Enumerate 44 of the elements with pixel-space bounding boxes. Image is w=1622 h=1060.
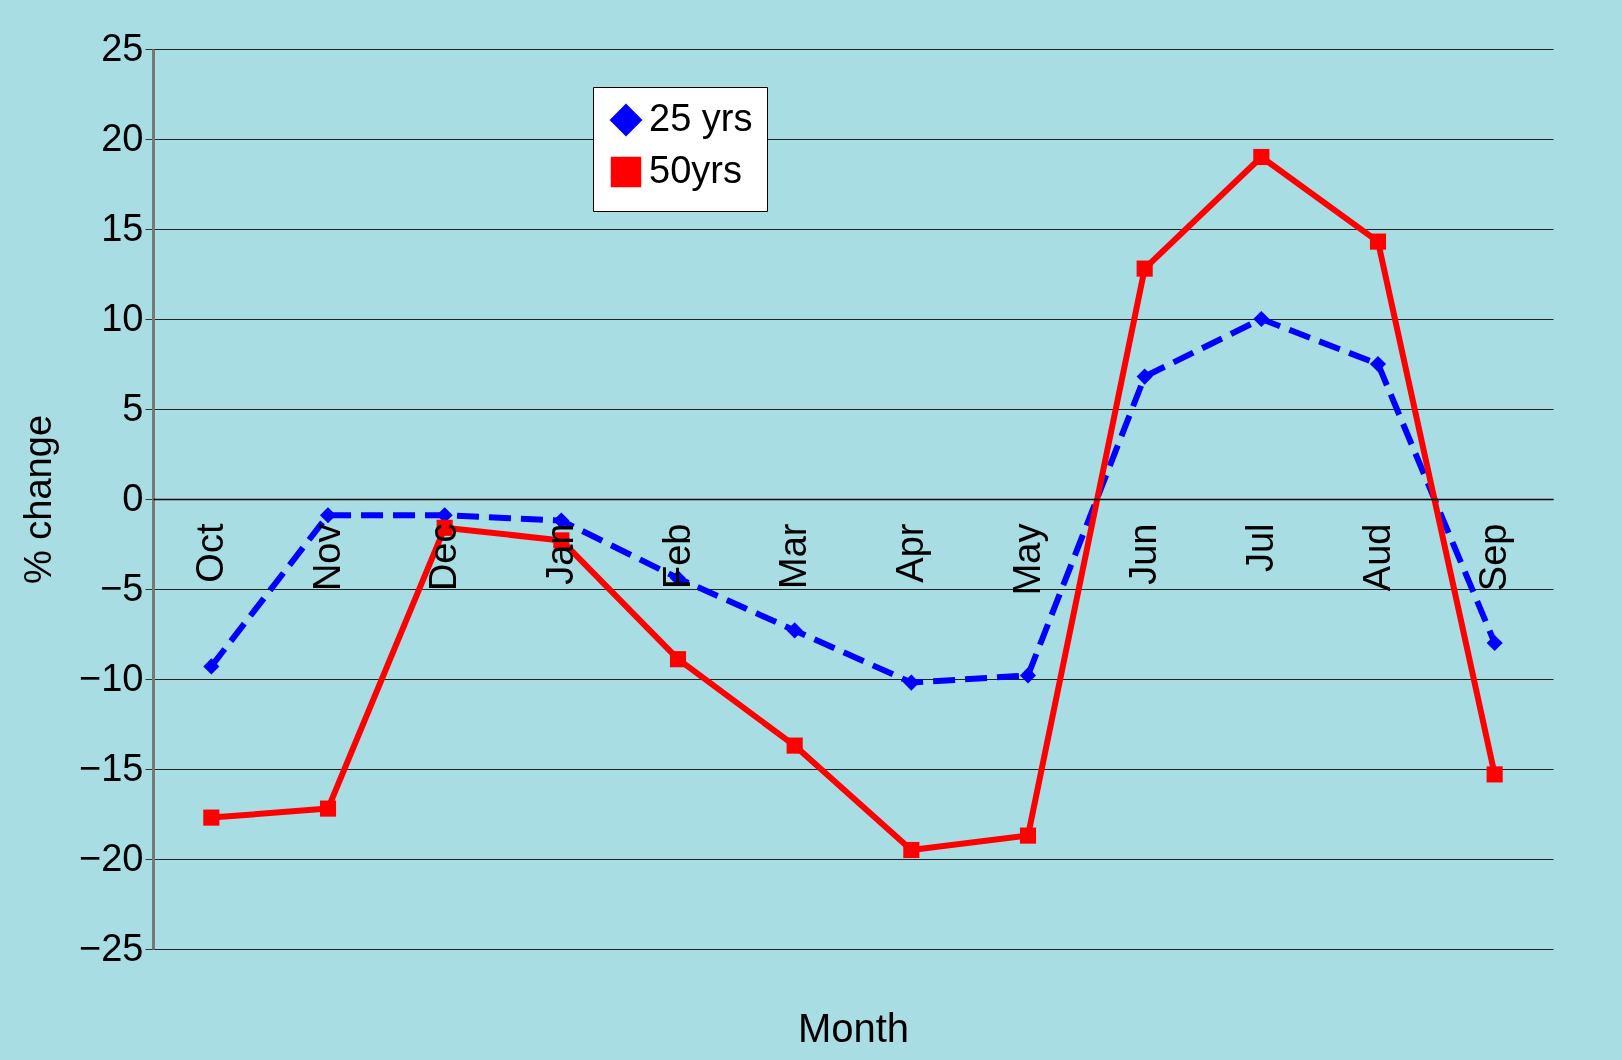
y-tick-label: 10 [101, 296, 144, 339]
point [1019, 667, 1037, 684]
point [1253, 148, 1270, 166]
x-tick-label: Aud [1355, 523, 1398, 592]
point [669, 651, 687, 668]
point [1136, 368, 1153, 385]
x-tick-label: Jan [538, 523, 581, 585]
y-tick-label: 15 [101, 206, 144, 249]
point [1019, 827, 1037, 844]
y-tick-label: 0 [122, 476, 144, 519]
point [203, 809, 220, 826]
x-tick-label: Sep [1472, 523, 1515, 592]
point [1486, 634, 1503, 652]
point [319, 800, 337, 817]
point [786, 622, 803, 639]
point [1486, 766, 1503, 783]
point [1369, 355, 1387, 373]
y-tick-label: −20 [79, 836, 144, 879]
x-tick-label: Feb [655, 523, 698, 589]
x-tick-label: Oct [188, 523, 231, 583]
x-tick-label: Nov [305, 523, 348, 592]
x-axis-title: Month [797, 1005, 910, 1050]
y-tick-label: −10 [79, 656, 144, 699]
legend-label: 50yrs [649, 149, 742, 191]
y-tick-label: 20 [101, 116, 144, 159]
y-tick-label: 25 [101, 26, 144, 69]
point [1253, 310, 1270, 328]
point [1136, 260, 1153, 277]
point [786, 737, 803, 754]
y-axis-title: % change [17, 414, 60, 585]
x-tick-label: May [1005, 523, 1048, 596]
y-tick-label: 5 [122, 386, 144, 429]
x-tick-label: Mar [772, 523, 815, 589]
y-tick-label: −15 [79, 746, 144, 789]
x-tick-label: Dec [422, 523, 465, 592]
legend-label: 25 yrs [649, 97, 753, 139]
point [903, 841, 920, 859]
y-tick-label: −5 [100, 566, 144, 609]
x-tick-label: Apr [888, 523, 931, 583]
y-tick-label: −25 [79, 926, 144, 969]
x-tick-label: Jun [1122, 523, 1165, 585]
point [1369, 233, 1387, 250]
x-tick-label: Jul [1238, 523, 1281, 573]
point [203, 658, 220, 675]
